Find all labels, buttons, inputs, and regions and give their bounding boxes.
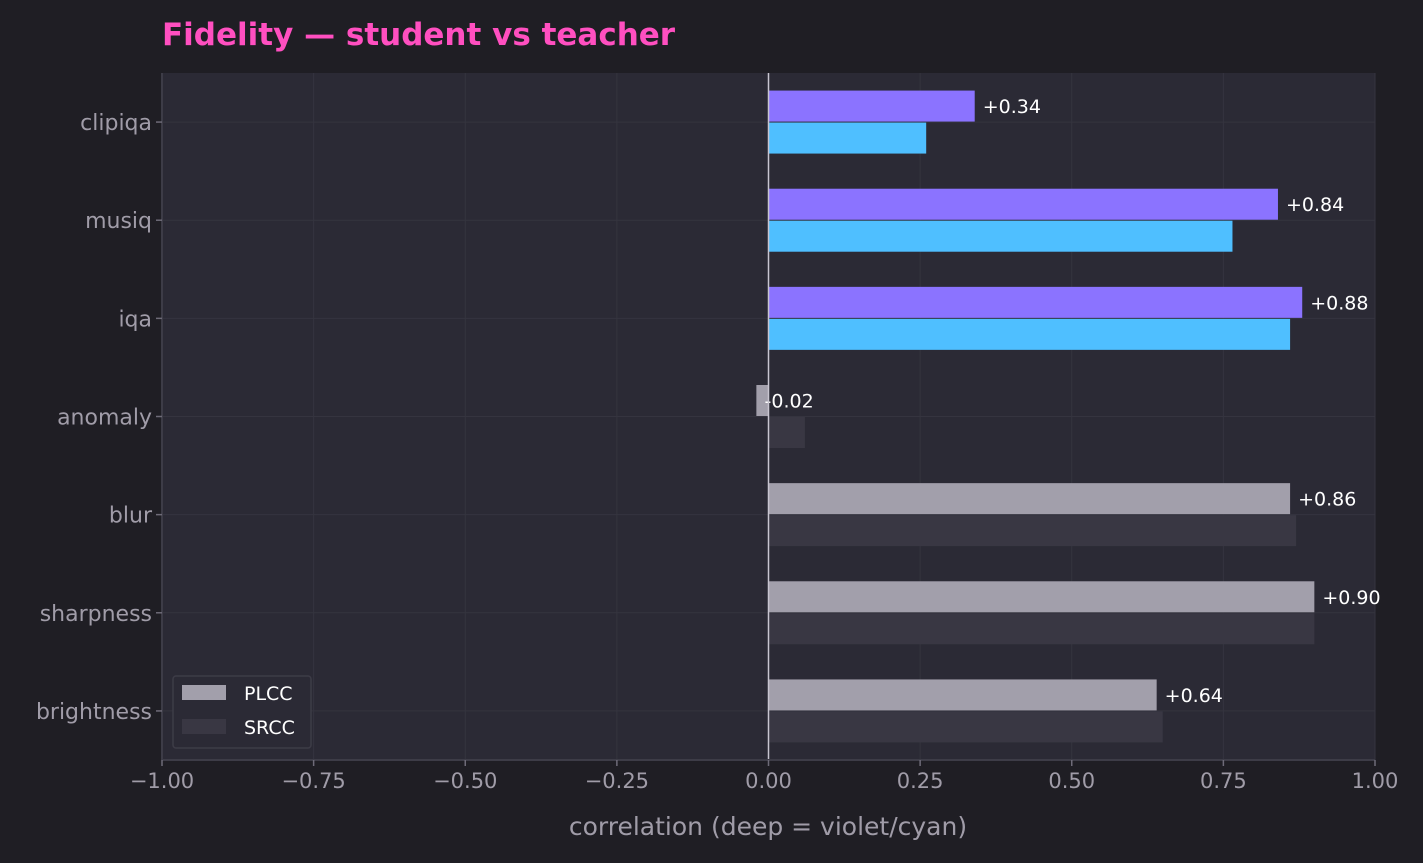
bar-plcc-iqa [768, 286, 1303, 318]
category-label-anomaly: anomaly [57, 406, 152, 431]
x-tick-label: −1.00 [130, 769, 194, 793]
legend-label-srcc: SRCC [244, 717, 295, 739]
bar-plcc-musiq [768, 188, 1278, 220]
bar-srcc-iqa [768, 318, 1291, 350]
x-tick-label: 1.00 [1352, 769, 1399, 793]
y-axis-ticks: clipiqa musiq iqa anomaly blur sharpness brigh… [36, 111, 162, 725]
category-label-clipiqa: clipiqa [80, 111, 152, 136]
x-tick-label: 0.25 [897, 769, 944, 793]
bar-srcc-anomaly [768, 417, 805, 448]
bar-plcc-clipiqa [768, 90, 975, 122]
value-label-plcc-iqa: +0.88 [1310, 292, 1368, 314]
value-label-plcc-blur: +0.86 [1298, 489, 1356, 511]
bar-plcc-blur [768, 483, 1291, 515]
bar-plcc-brightness [768, 679, 1157, 711]
bars [756, 90, 1315, 743]
x-axis-ticks: −1.00 −0.75 −0.50 −0.25 0.00 0.25 0.50 0.75 1.00 [130, 760, 1399, 793]
legend: PLCC SRCC [172, 675, 312, 749]
x-tick-label: −0.25 [585, 769, 649, 793]
category-label-brightness: brightness [36, 700, 152, 725]
bar-srcc-blur [768, 515, 1297, 547]
value-label-plcc-sharpness: +0.90 [1322, 587, 1380, 609]
bar-plcc-anomaly [756, 385, 769, 416]
legend-swatch-plcc [182, 685, 226, 700]
x-tick-label: −0.75 [281, 769, 345, 793]
value-label-plcc-brightness: +0.64 [1165, 685, 1223, 707]
legend-label-plcc: PLCC [244, 683, 293, 705]
value-label-plcc-clipiqa: +0.34 [983, 96, 1041, 118]
x-tick-label: −0.50 [433, 769, 497, 793]
bar-srcc-brightness [768, 711, 1163, 743]
bar-srcc-clipiqa [768, 122, 927, 154]
category-label-musiq: musiq [85, 209, 152, 234]
x-tick-label: 0.50 [1048, 769, 1095, 793]
chart-title: Fidelity — student vs teacher [162, 17, 676, 53]
bar-plcc-sharpness [768, 581, 1315, 613]
value-label-plcc-anomaly: -0.02 [765, 391, 814, 413]
bar-srcc-musiq [768, 220, 1233, 252]
x-axis-label: correlation (deep = violet/cyan) [569, 812, 967, 841]
value-labels: +0.34 +0.84 +0.88 -0.02 +0.86 +0.90 +0.64 [765, 96, 1381, 707]
x-tick-label: 0.00 [745, 769, 792, 793]
bar-srcc-sharpness [768, 613, 1315, 645]
legend-swatch-srcc [182, 719, 226, 734]
category-label-blur: blur [109, 504, 153, 529]
x-tick-label: 0.75 [1200, 769, 1247, 793]
value-label-plcc-musiq: +0.84 [1286, 194, 1344, 216]
category-label-sharpness: sharpness [40, 602, 152, 627]
category-label-iqa: iqa [118, 307, 152, 332]
